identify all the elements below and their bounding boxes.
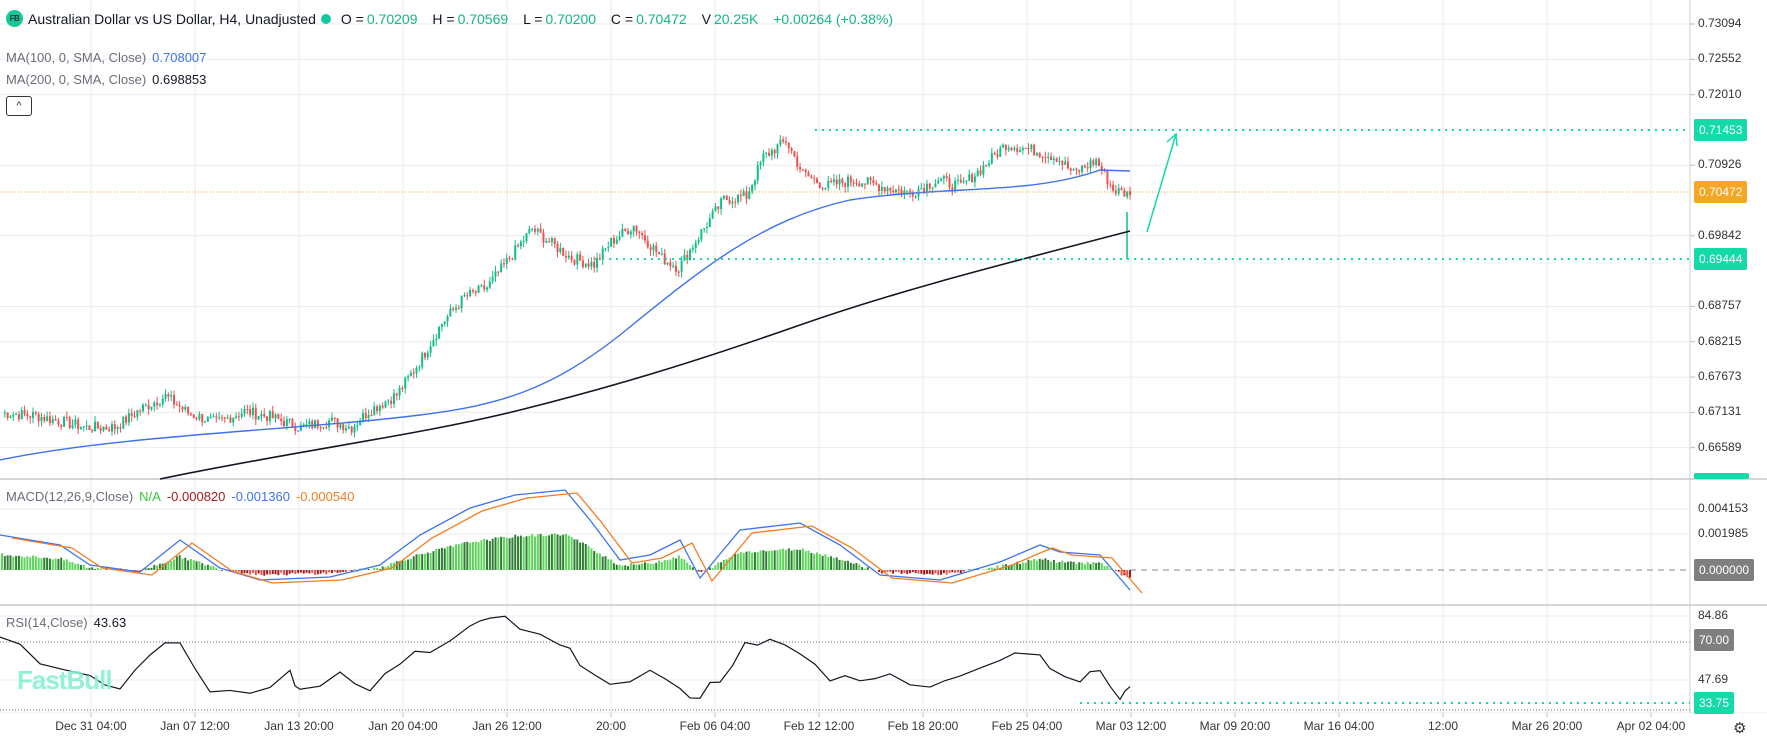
low-label: L = bbox=[523, 10, 543, 27]
time-tick: 20:00 bbox=[595, 719, 627, 733]
low-value: 0.70200 bbox=[545, 10, 597, 27]
rsi-value: 43.63 bbox=[93, 615, 127, 630]
macd-value-1: -0.000820 bbox=[166, 489, 226, 504]
collapse-legend-button[interactable]: ^ bbox=[6, 96, 32, 116]
price-tick: 0.67131 bbox=[1698, 404, 1742, 419]
chevron-up-icon: ^ bbox=[16, 100, 22, 112]
symbol-legend: FB Australian Dollar vs US Dollar, H4, U… bbox=[6, 10, 896, 27]
last-price-tag: 0.70472 bbox=[1694, 181, 1748, 203]
price-tick: 0.72010 bbox=[1698, 86, 1742, 101]
time-tick: Feb 12 12:00 bbox=[783, 719, 855, 733]
fastbull-watermark: FastBull bbox=[17, 665, 113, 695]
time-tick: Mar 26 20:00 bbox=[1511, 719, 1583, 733]
price-tick: 0.66589 bbox=[1698, 439, 1742, 454]
change-value: +0.00264 (+0.38%) bbox=[773, 10, 894, 27]
ma200-legend[interactable]: MA(200, 0, SMA, Close) 0.698853 bbox=[6, 72, 206, 87]
fastbull-logo-icon: FB bbox=[6, 10, 23, 27]
close-label: C = bbox=[610, 10, 634, 27]
scroll-marker bbox=[1694, 473, 1749, 479]
rsi-label: RSI(14,Close) bbox=[6, 615, 88, 630]
ohlc-values: O = 0.70209 H = 0.70569 L = 0.70200 C = 0.70… bbox=[341, 11, 896, 27]
time-tick: Jan 07 12:00 bbox=[160, 719, 230, 733]
rsi-tick: 84.86 bbox=[1698, 608, 1729, 622]
time-tick: Feb 25 04:00 bbox=[991, 719, 1063, 733]
time-tick: Dec 31 04:00 bbox=[55, 719, 127, 733]
macd-value-2: -0.001360 bbox=[231, 489, 290, 504]
macd-legend[interactable]: MACD(12,26,9,Close) N/A -0.000820 -0.001… bbox=[6, 489, 355, 504]
time-tick: Mar 16 04:00 bbox=[1303, 719, 1375, 733]
rsi-tick: 47.69 bbox=[1698, 672, 1729, 686]
rsi-legend[interactable]: RSI(14,Close) 43.63 bbox=[6, 615, 126, 630]
time-tick: Mar 09 20:00 bbox=[1199, 719, 1271, 733]
symbol-title[interactable]: Australian Dollar vs US Dollar, H4, Unad… bbox=[28, 10, 316, 27]
time-tick: Mar 03 12:00 bbox=[1095, 719, 1167, 733]
macd-tick: 0.001985 bbox=[1698, 526, 1749, 540]
market-open-dot-icon bbox=[320, 13, 331, 24]
macd-label: MACD(12,26,9,Close) bbox=[6, 489, 134, 504]
time-tick: Jan 26 12:00 bbox=[472, 719, 542, 733]
price-tick: 0.70926 bbox=[1698, 157, 1742, 172]
ma200-value: 0.698853 bbox=[152, 72, 207, 87]
price-tick: 0.73094 bbox=[1698, 16, 1742, 30]
macd-tick: 0.004153 bbox=[1698, 501, 1749, 515]
time-tick: Jan 20 04:00 bbox=[368, 719, 438, 733]
time-tick: Feb 18 20:00 bbox=[887, 719, 959, 733]
volume-label: V bbox=[701, 10, 711, 27]
macd-value-3: -0.000540 bbox=[295, 489, 355, 504]
ma100-legend[interactable]: MA(100, 0, SMA, Close) 0.708007 bbox=[6, 50, 206, 65]
rsi-low-tag: 33.75 bbox=[1694, 692, 1735, 714]
open-label: O = bbox=[340, 10, 364, 27]
time-tick: 12:00 bbox=[1427, 719, 1459, 733]
price-tick: 0.67673 bbox=[1698, 369, 1742, 384]
support-price-tag: 0.69444 bbox=[1694, 248, 1748, 270]
time-tick: Apr 02 04:00 bbox=[1616, 719, 1686, 733]
close-value: 0.70472 bbox=[636, 10, 687, 27]
resistance-price-tag: 0.71453 bbox=[1694, 119, 1748, 141]
settings-gear-icon[interactable]: ⚙ bbox=[1733, 720, 1747, 737]
open-value: 0.70209 bbox=[366, 10, 418, 27]
macd-zero-tag: 0.000000 bbox=[1694, 559, 1755, 581]
price-tick: 0.68215 bbox=[1698, 333, 1742, 348]
high-label: H = bbox=[432, 10, 455, 27]
price-tick: 0.72552 bbox=[1698, 51, 1742, 66]
ma100-label: MA(100, 0, SMA, Close) bbox=[6, 50, 147, 65]
macd-hist-value: N/A bbox=[139, 489, 161, 504]
time-tick: Feb 06 04:00 bbox=[679, 719, 751, 733]
price-tick: 0.69842 bbox=[1698, 227, 1742, 242]
time-tick: Jan 13 20:00 bbox=[264, 719, 334, 733]
volume-value: 20.25K bbox=[713, 10, 759, 27]
ma100-value: 0.708007 bbox=[152, 50, 207, 65]
high-value: 0.70569 bbox=[457, 10, 509, 27]
price-tick: 0.68757 bbox=[1698, 298, 1742, 313]
rsi-70-tag: 70.00 bbox=[1694, 629, 1735, 651]
ma200-label: MA(200, 0, SMA, Close) bbox=[6, 72, 147, 87]
